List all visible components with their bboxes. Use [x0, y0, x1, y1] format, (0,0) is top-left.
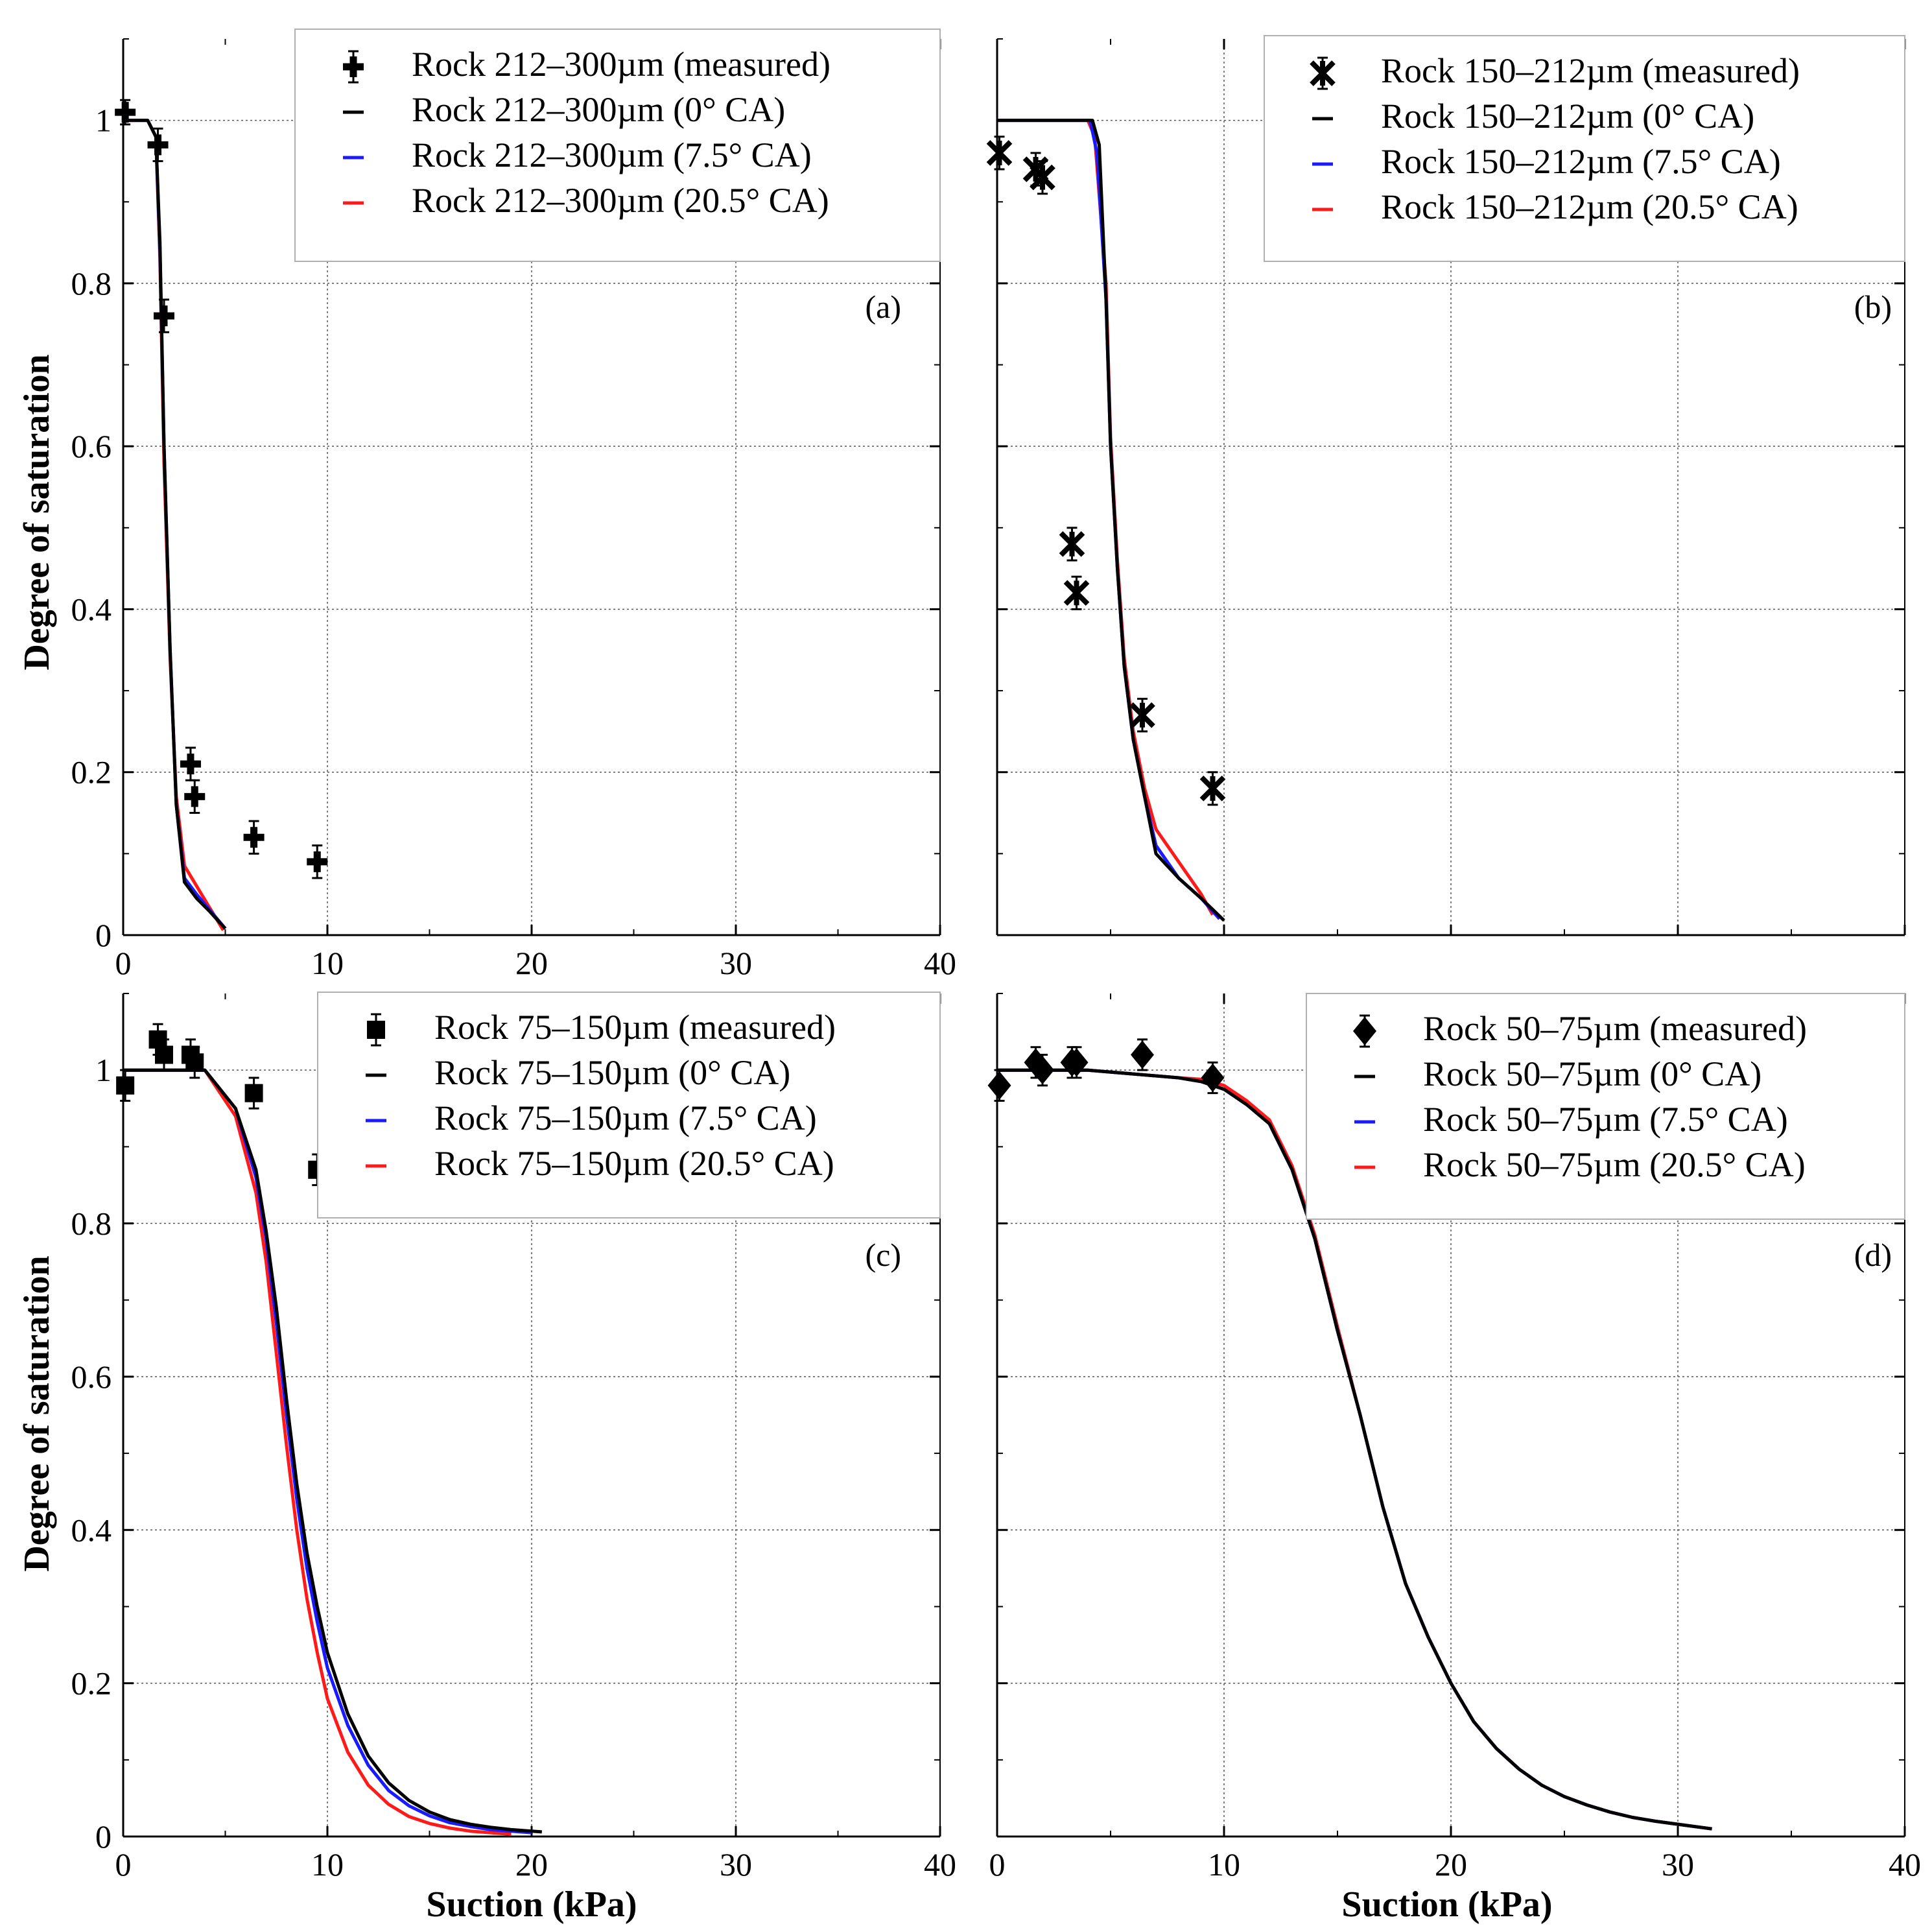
data-point: [155, 1045, 173, 1064]
legend-box: [1306, 993, 1905, 1220]
data-point: [307, 851, 328, 872]
x-tick-label: 40: [924, 1846, 956, 1883]
legend-entry: Rock 212–300µm (0° CA): [412, 90, 785, 129]
curves-group: [123, 1068, 542, 1836]
x-tick-label: 10: [311, 945, 344, 981]
panel-label: (d): [1854, 1237, 1892, 1273]
curves-group: [997, 119, 1225, 922]
legend-entry: Rock 212–300µm (20.5° CA): [412, 181, 829, 220]
legend-marker: [343, 56, 364, 77]
data-point: [1059, 531, 1085, 557]
y-tick-label: 0.6: [71, 1359, 112, 1395]
legend-box: [317, 992, 941, 1219]
x-tick-label: 30: [720, 945, 752, 981]
y-axis-label-top: Degree of saturation: [17, 354, 57, 670]
legend-entry: Rock 212–300µm (7.5° CA): [412, 136, 812, 174]
data-point: [115, 102, 136, 123]
data-point: [180, 754, 201, 775]
x-tick-label: 0: [989, 1846, 1006, 1883]
legend-entry: Rock 50–75µm (7.5° CA): [1423, 1100, 1788, 1139]
x-tick-label: 40: [1889, 1846, 1921, 1883]
y-tick-label: 0.8: [71, 1206, 112, 1242]
y-tick-label: 0.4: [71, 1512, 112, 1548]
y-tick-label: 0.4: [71, 591, 112, 627]
x-tick-label: 40: [924, 945, 956, 981]
legend-box: [1264, 35, 1905, 262]
x-tick-label: 20: [515, 945, 548, 981]
legend-entry: Rock 75–150µm (7.5° CA): [434, 1099, 817, 1137]
legend-entry: Rock 50–75µm (measured): [1423, 1009, 1807, 1048]
curves-group: [123, 119, 227, 931]
data-point: [116, 1076, 135, 1095]
data-point: [986, 140, 1013, 166]
y-tick-label: 0: [95, 917, 112, 953]
data-point: [1030, 164, 1055, 191]
legend-entry: Rock 50–75µm (20.5° CA): [1423, 1145, 1806, 1184]
data-point: [1129, 702, 1155, 728]
legend-entry: Rock 212–300µm (measured): [412, 45, 831, 84]
x-axis-label-right: Suction (kPa): [1341, 1884, 1552, 1925]
data-point: [1199, 776, 1226, 802]
legend-marker: [367, 1021, 385, 1039]
data-point: [147, 134, 169, 156]
data-point: [184, 786, 206, 807]
panel-label: (a): [866, 289, 902, 325]
x-tick-label: 10: [1208, 1846, 1240, 1883]
data-point: [244, 1084, 263, 1102]
data-point: [1131, 1040, 1154, 1069]
panel-label: (c): [866, 1237, 902, 1273]
legend-entry: Rock 150–212µm (0° CA): [1381, 97, 1754, 136]
panel-c: 0 10 20 30 40 0 0.2 0.4 0.6 0.8 1 Rock 75–150µm (me…: [71, 992, 956, 1883]
legend-entry: Rock 75–150µm (20.5° CA): [434, 1144, 834, 1183]
data-point: [243, 827, 265, 848]
panel-b: Rock 150–212µm (measured) Rock 150–212µm …: [986, 35, 1906, 936]
x-tick-label: 0: [115, 945, 132, 981]
legend-entry: Rock 75–150µm (0° CA): [434, 1053, 790, 1092]
y-tick-label: 0.2: [71, 1665, 112, 1702]
legend-entry: Rock 150–212µm (7.5° CA): [1381, 142, 1781, 181]
legend-entry: Rock 150–212µm (measured): [1381, 51, 1800, 90]
legend-box: [294, 29, 941, 262]
y-tick-label: 1: [95, 102, 112, 139]
series-line-0-ca: [123, 1068, 542, 1834]
y-axis-label-bottom: Degree of saturation: [17, 1255, 57, 1571]
legend-entry: Rock 75–150µm (measured): [434, 1008, 836, 1047]
data-point: [185, 1053, 204, 1072]
panel-d: 0 10 20 30 40 Rock 50–75µm (measured) Rock 50–…: [987, 993, 1921, 1883]
series-line-0-ca: [123, 119, 227, 930]
legend-marker: [1353, 1017, 1376, 1045]
legend-entry: Rock 50–75µm (0° CA): [1423, 1054, 1761, 1093]
x-tick-label: 30: [720, 1846, 752, 1883]
data-point: [1031, 1056, 1054, 1085]
y-tick-label: 0.2: [71, 754, 112, 791]
data-point: [1201, 1064, 1225, 1092]
y-tick-label: 0.6: [71, 428, 112, 464]
panel-a: 0 10 20 30 40 0 0.2 0.4 0.6 0.8 1 Rock 212–300µm (m…: [71, 29, 956, 981]
data-point: [154, 305, 174, 327]
data-point: [987, 1071, 1011, 1100]
x-axis-label-left: Suction (kPa): [426, 1884, 637, 1925]
legend-entry: Rock 150–212µm (20.5° CA): [1381, 187, 1798, 226]
x-tick-label: 10: [311, 1846, 344, 1883]
x-tick-label: 0: [115, 1846, 132, 1883]
y-tick-label: 0: [95, 1818, 112, 1855]
x-tick-label: 20: [1435, 1846, 1467, 1883]
data-point: [1065, 1048, 1089, 1077]
series-line-0-ca: [997, 119, 1225, 922]
series-line-20-5-ca: [123, 1068, 512, 1836]
panel-label: (b): [1854, 289, 1892, 325]
legend-marker: [1310, 60, 1336, 86]
y-tick-label: 0.8: [71, 265, 112, 302]
x-tick-label: 30: [1662, 1846, 1694, 1883]
y-tick-label: 1: [95, 1052, 112, 1088]
data-point: [1063, 580, 1090, 606]
x-tick-label: 20: [515, 1846, 548, 1883]
